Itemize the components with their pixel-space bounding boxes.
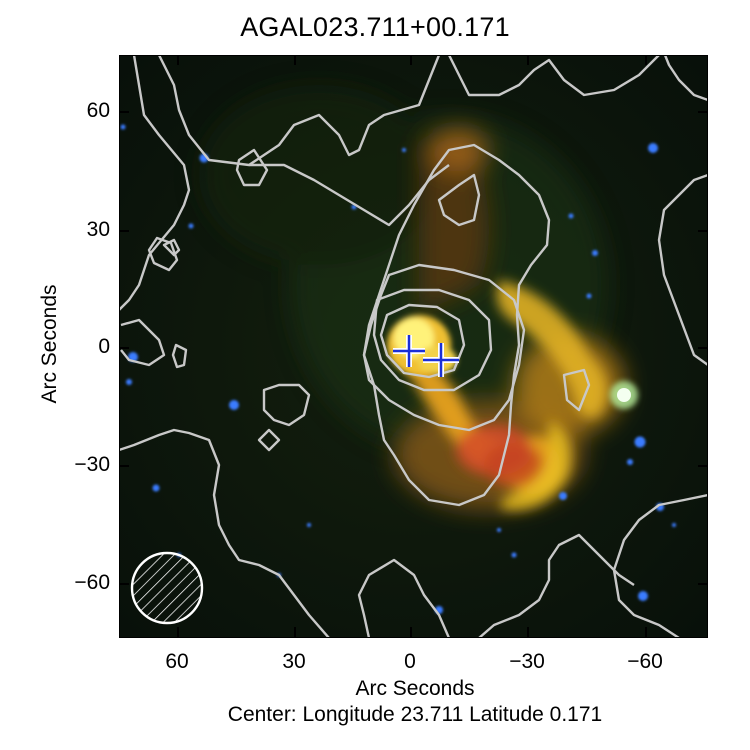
source-markers <box>393 335 459 377</box>
x-tick <box>177 55 179 65</box>
center-coordinates: Center: Longitude 23.711 Latitude 0.171 <box>227 703 603 726</box>
x-tick <box>527 627 529 637</box>
astronomical-image <box>119 55 708 638</box>
source-marker <box>393 335 425 367</box>
y-tick <box>119 583 129 585</box>
beam-symbol <box>130 551 204 625</box>
x-tick <box>645 55 647 65</box>
source-marker <box>423 343 459 377</box>
x-tick <box>294 627 296 637</box>
y-tick <box>119 230 129 232</box>
bright-star <box>610 381 638 409</box>
y-tick <box>119 465 129 467</box>
image-title: AGAL023.711+00.171 <box>240 12 510 42</box>
image-canvas <box>119 55 708 638</box>
y-tick <box>119 111 129 113</box>
x-tick-label: −60 <box>627 650 663 673</box>
y-tick <box>698 111 708 113</box>
x-tick <box>410 55 412 65</box>
x-tick <box>645 627 647 637</box>
x-axis-label: Arc Seconds <box>355 677 475 700</box>
y-tick <box>698 230 708 232</box>
y-tick <box>119 347 129 349</box>
x-tick <box>177 627 179 637</box>
y-tick-label: 30 <box>86 218 110 241</box>
x-tick <box>527 55 529 65</box>
contour-lines <box>119 55 708 638</box>
x-tick-label: −30 <box>509 650 545 673</box>
x-tick-label: 60 <box>165 650 189 673</box>
x-tick-label: 0 <box>404 650 416 673</box>
x-tick-label: 30 <box>282 650 306 673</box>
y-tick <box>698 583 708 585</box>
y-tick <box>698 347 708 349</box>
y-tick-label: −30 <box>74 453 110 476</box>
y-tick-label: 60 <box>86 99 110 122</box>
y-tick <box>698 465 708 467</box>
y-tick-label: −60 <box>74 571 110 594</box>
y-tick-label: 0 <box>98 335 110 358</box>
y-axis-label: Arc Seconds <box>38 284 61 404</box>
x-tick <box>410 627 412 637</box>
x-tick <box>294 55 296 65</box>
